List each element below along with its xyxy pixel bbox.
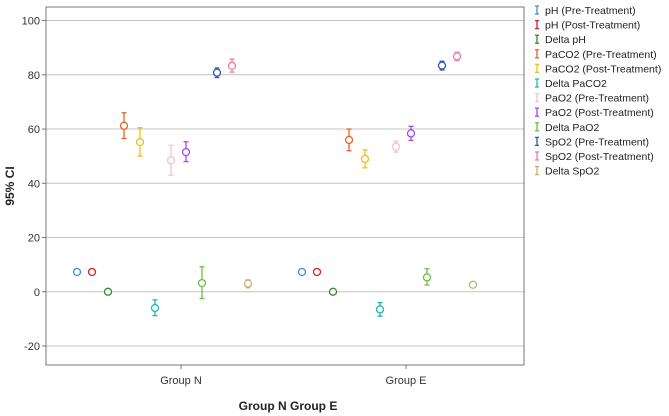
legend-label: PaCO2 (Pre-Treatment) bbox=[545, 49, 657, 61]
mean-point bbox=[181, 147, 191, 157]
mean-point bbox=[422, 273, 432, 282]
legend-item: Delta PaO2 bbox=[535, 122, 599, 134]
errorbar-marker bbox=[452, 51, 462, 62]
mean-point bbox=[87, 267, 97, 277]
x-tick-label: Group N bbox=[160, 375, 202, 387]
mean-point bbox=[119, 121, 129, 130]
errorbar-marker bbox=[468, 280, 478, 289]
y-tick-label: 0 bbox=[34, 287, 40, 299]
legend-item: Delta PaCO2 bbox=[535, 78, 607, 90]
legend-item: PaO2 (Post-Treatment) bbox=[535, 107, 654, 119]
errorbar-marker bbox=[119, 112, 129, 140]
legend-item: pH (Post-Treatment) bbox=[535, 20, 640, 32]
mean-point bbox=[103, 287, 113, 296]
legend: pH (Pre-Treatment) pH (Post-Treatment) Del… bbox=[535, 5, 661, 178]
errorbar-marker bbox=[391, 140, 401, 153]
errorbar-marker bbox=[312, 267, 322, 277]
errorbar-marker bbox=[406, 125, 416, 142]
mean-point bbox=[328, 287, 338, 296]
mean-point bbox=[197, 278, 207, 288]
errorbar-marker bbox=[212, 67, 222, 79]
mean-point bbox=[360, 154, 370, 164]
y-axis-title: 95% CI bbox=[3, 166, 17, 205]
mean-point bbox=[375, 305, 385, 314]
plot-area bbox=[45, 6, 525, 366]
x-tick-label: Group E bbox=[386, 375, 427, 387]
mean-point bbox=[166, 156, 176, 165]
errorbar-marker bbox=[181, 141, 191, 163]
y-tick-label: 80 bbox=[28, 70, 40, 82]
mean-point bbox=[312, 267, 322, 277]
y-tick-label: 60 bbox=[28, 124, 40, 136]
mean-point bbox=[243, 279, 253, 288]
errorbar-marker bbox=[360, 149, 370, 169]
y-tick-label: 40 bbox=[28, 178, 40, 190]
legend-label: Delta PaCO2 bbox=[545, 78, 607, 90]
legend-label: Delta pH bbox=[545, 34, 586, 46]
mean-point bbox=[452, 52, 462, 61]
x-axis-ticks: Group N Group E bbox=[160, 365, 426, 387]
mean-point bbox=[72, 267, 82, 277]
legend-item: PaO2 (Pre-Treatment) bbox=[535, 93, 649, 105]
y-tick-label: -20 bbox=[24, 341, 40, 353]
errorbar-marker bbox=[297, 267, 307, 277]
mean-point bbox=[212, 68, 222, 77]
errorbar-marker bbox=[437, 60, 447, 71]
y-axis-ticks: -20 0 20 40 60 80 100 bbox=[22, 16, 46, 353]
legend-label: Delta SpO2 bbox=[545, 166, 599, 178]
legend-label: PaO2 (Pre-Treatment) bbox=[545, 93, 649, 105]
legend-item: Delta SpO2 bbox=[535, 166, 599, 178]
errorbar-marker bbox=[243, 279, 253, 289]
legend-item: PaCO2 (Post-Treatment) bbox=[535, 63, 661, 75]
legend-item: PaCO2 (Pre-Treatment) bbox=[535, 49, 657, 61]
legend-label: SpO2 (Pre-Treatment) bbox=[545, 136, 649, 148]
y-tick-label: 20 bbox=[28, 233, 40, 245]
legend-label: SpO2 (Post-Treatment) bbox=[545, 151, 654, 163]
errorbar-marker bbox=[87, 267, 97, 277]
mean-point bbox=[297, 267, 307, 277]
x-axis-title: Group N Group E bbox=[239, 399, 338, 413]
mean-point bbox=[468, 280, 478, 289]
errorbar-marker bbox=[375, 301, 385, 317]
errorbar-marker bbox=[328, 287, 338, 296]
legend-item: SpO2 (Post-Treatment) bbox=[535, 151, 654, 163]
y-tick-label: 100 bbox=[22, 16, 40, 28]
mean-point bbox=[391, 142, 401, 151]
mean-point bbox=[227, 61, 237, 71]
gridlines bbox=[46, 20, 524, 347]
errorbar-marker bbox=[422, 268, 432, 286]
mean-point bbox=[437, 61, 447, 70]
legend-item: pH (Pre-Treatment) bbox=[535, 5, 636, 17]
legend-item: Delta pH bbox=[535, 34, 586, 46]
errorbar-marker bbox=[166, 144, 176, 176]
legend-label: pH (Post-Treatment) bbox=[545, 20, 640, 32]
legend-label: PaO2 (Post-Treatment) bbox=[545, 107, 654, 119]
errorbar-marker bbox=[197, 266, 207, 300]
mean-point bbox=[150, 303, 160, 313]
legend-label: pH (Pre-Treatment) bbox=[545, 5, 636, 17]
errorbar-marker bbox=[344, 128, 354, 152]
mean-point bbox=[344, 135, 354, 145]
legend-label: Delta PaO2 bbox=[545, 122, 599, 134]
legend-label: PaCO2 (Post-Treatment) bbox=[545, 63, 661, 75]
errorbar-marker bbox=[103, 287, 113, 296]
errorbar-marker bbox=[72, 267, 82, 277]
errorbar-marker bbox=[227, 58, 237, 73]
mean-point bbox=[406, 129, 416, 138]
mean-point bbox=[135, 137, 145, 147]
errorbar-marker bbox=[150, 299, 160, 317]
series-markers bbox=[72, 51, 478, 317]
legend-item: SpO2 (Pre-Treatment) bbox=[535, 136, 649, 148]
errorbar-marker bbox=[135, 127, 145, 157]
